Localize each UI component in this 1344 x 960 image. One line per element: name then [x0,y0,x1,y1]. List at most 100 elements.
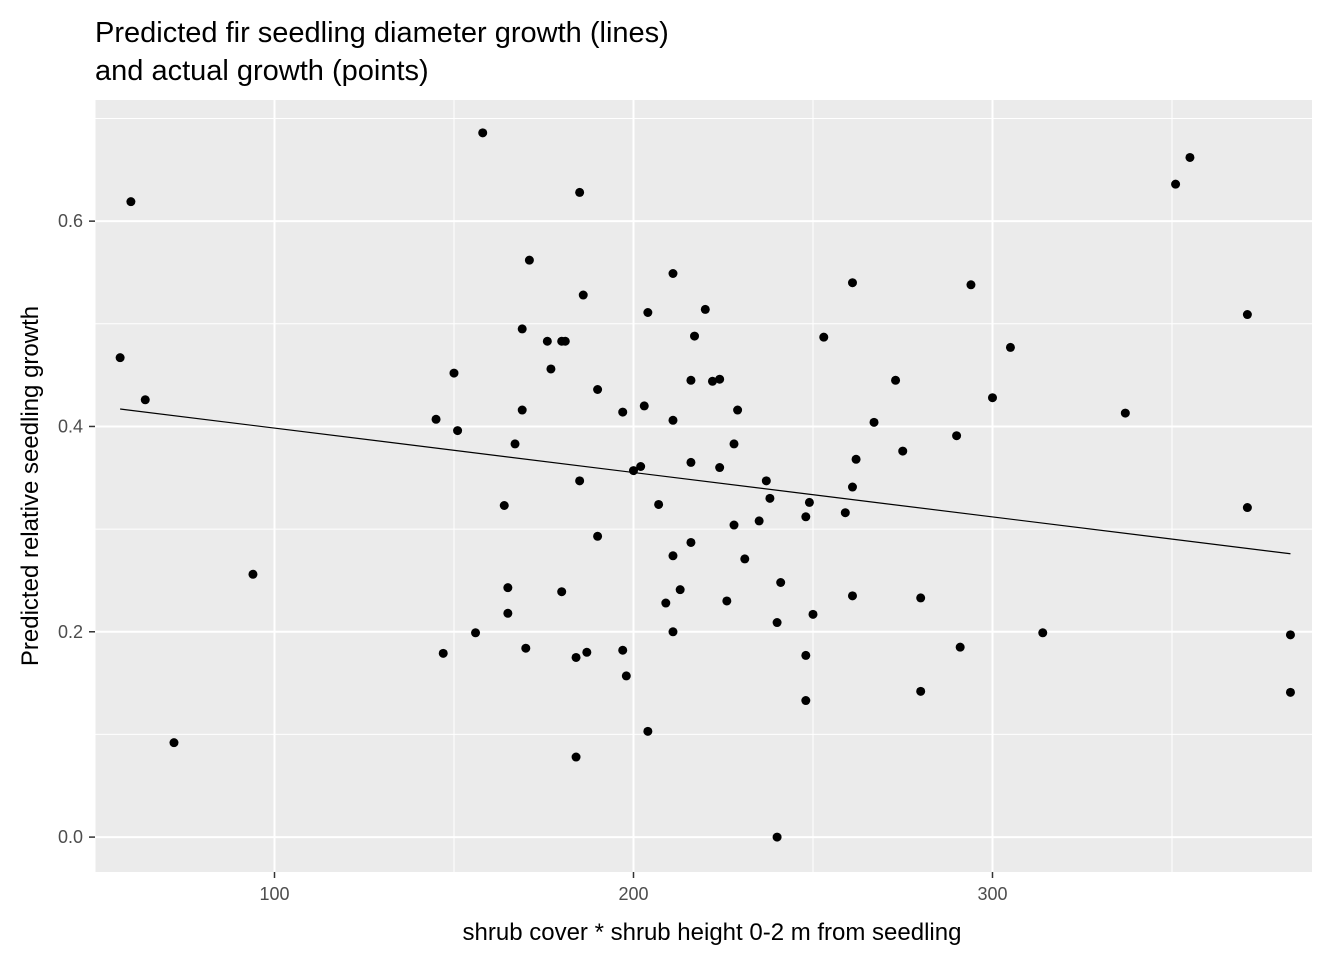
data-point [503,583,513,593]
data-point [955,642,965,652]
data-point [510,439,520,449]
data-point [517,405,527,415]
trend-line-group [120,408,1291,555]
data-point [808,609,818,619]
x-axis-ticks: 100 200 300 [259,872,1008,904]
y-axis-ticks: 0.0 0.2 0.4 0.6 [58,211,95,847]
data-point [471,628,481,638]
x-tick-label: 100 [259,884,289,904]
data-point [847,278,857,288]
data-point [639,401,649,411]
data-point [761,476,771,486]
data-point [654,499,664,509]
data-point [675,585,685,595]
data-point [729,439,739,449]
data-point [668,268,678,278]
data-point [618,407,628,417]
data-point [1038,628,1048,638]
data-point [733,405,743,415]
data-point [891,375,901,385]
data-point [546,364,556,374]
data-point [801,650,811,660]
data-point [438,648,448,658]
data-point [571,752,581,762]
data-point [478,128,488,138]
data-point [772,832,782,842]
data-point [524,255,534,265]
data-point [517,324,527,334]
data-point [578,290,588,300]
data-point [668,415,678,425]
trend-line [120,408,1291,555]
data-point [987,393,997,403]
chart-title-line-2: and actual growth (points) [95,55,429,87]
data-point [847,482,857,492]
data-point [707,376,717,386]
data-point [575,187,585,197]
data-point [1285,687,1295,697]
data-point [1242,310,1252,320]
data-point [431,414,441,424]
data-point [643,308,653,318]
data-point [628,466,638,476]
data-point [557,587,567,597]
data-point [248,569,258,579]
data-point [1242,503,1252,513]
data-point [1005,342,1015,352]
data-point [898,446,908,456]
data-point [126,197,136,207]
data-point [801,512,811,522]
data-point [776,578,786,587]
data-point [521,643,531,653]
data-point [686,375,696,385]
data-point [575,476,585,486]
data-point [754,516,764,526]
data-point [621,671,631,681]
data-point [560,336,570,346]
data-point [715,374,725,384]
data-point [449,368,459,378]
y-tick-label: 0.0 [58,827,83,847]
data-point [686,537,696,547]
data-point [740,554,750,564]
data-point [668,627,678,637]
data-point [1285,630,1295,640]
data-point [715,463,725,473]
data-points [115,128,1295,842]
x-axis-title: shrub cover * shrub height 0-2 m from se… [463,919,962,946]
data-point [636,461,646,471]
data-point [115,353,125,363]
data-point [169,738,179,748]
y-tick-label: 0.2 [58,622,83,642]
data-point [542,336,552,346]
data-point [819,332,829,342]
data-point [618,645,628,655]
data-point [140,395,150,405]
data-point [1120,408,1130,418]
data-point [952,431,962,441]
data-point [729,520,739,530]
data-point [690,331,700,341]
data-point [661,598,671,608]
data-point [869,417,879,427]
data-point [801,696,811,706]
data-point [686,457,696,467]
x-tick-label: 300 [977,884,1007,904]
data-point [722,596,732,606]
data-point [582,647,592,657]
data-point [1171,179,1181,189]
data-point [851,454,861,464]
major-gridlines [95,100,1312,872]
chart-title-line-1: Predicted fir seedling diameter growth (… [95,17,669,49]
data-point [700,304,710,314]
data-point [593,385,603,394]
data-point [916,686,926,696]
data-point [503,608,513,618]
data-point [643,726,653,736]
data-point [453,426,463,436]
minor-gridlines [94,100,1312,872]
data-point [499,501,509,511]
y-tick-label: 0.6 [58,211,83,231]
y-tick-label: 0.4 [58,416,83,436]
